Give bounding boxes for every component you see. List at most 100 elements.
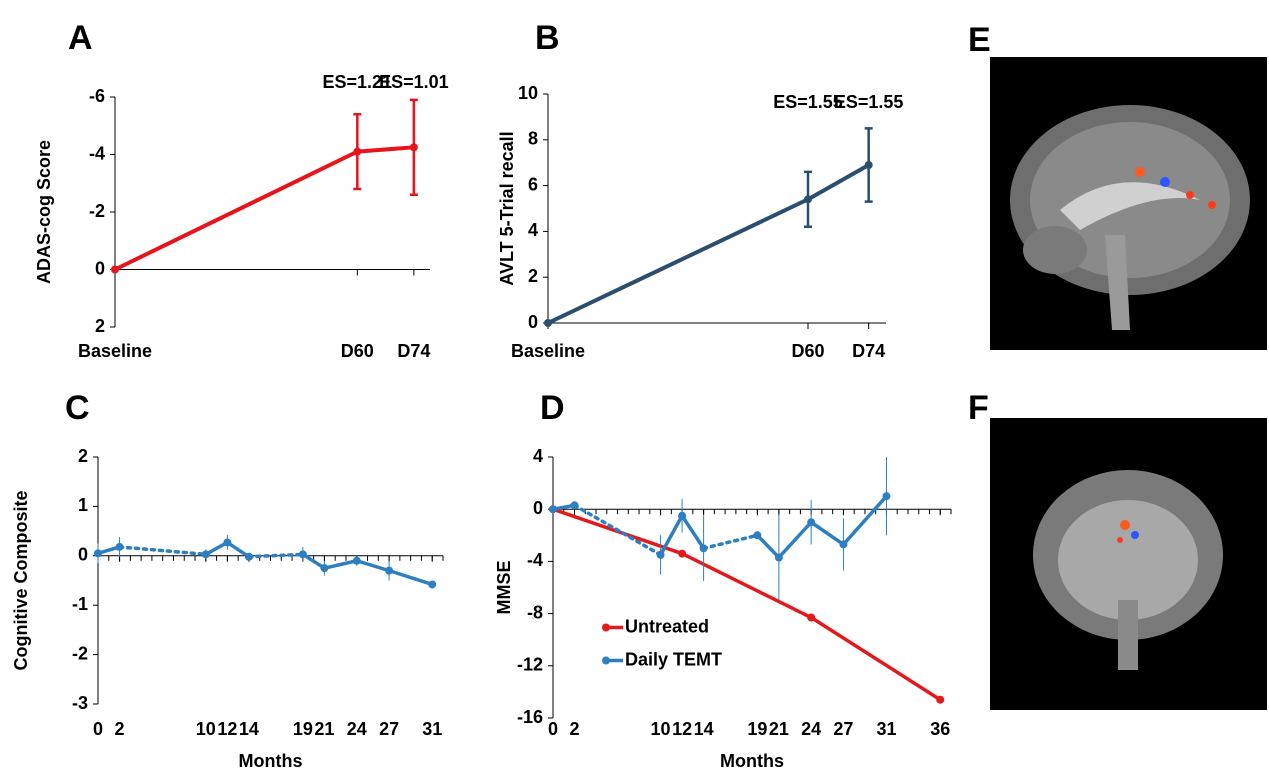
y-axis-label: AVLT 5-Trial recall <box>497 131 517 285</box>
line-segment <box>388 568 433 587</box>
x-tick-label: 27 <box>379 719 399 739</box>
y-tick-label: 2 <box>528 266 538 286</box>
y-tick-label: 0 <box>528 312 538 332</box>
data-point <box>94 549 102 558</box>
x-tick-label: 10 <box>651 719 671 739</box>
line-segment <box>810 616 942 702</box>
data-point <box>544 319 552 327</box>
y-axis-label: MMSE <box>494 561 514 615</box>
annotation: ES=1.55 <box>834 92 904 112</box>
line-segment <box>324 559 358 570</box>
x-tick-label: 0 <box>548 719 558 739</box>
y-tick-label: -4 <box>527 550 543 570</box>
x-tick-label: D74 <box>852 341 885 361</box>
line-segment <box>842 494 888 546</box>
y-tick-label: -1 <box>72 594 88 614</box>
y-tick-label: -3 <box>72 693 88 713</box>
y-tick-label: -4 <box>89 143 105 163</box>
annotation: ES=1.21 <box>323 72 393 92</box>
panel-letter: C <box>65 389 90 427</box>
x-tick-label: 21 <box>314 719 334 739</box>
x-tick-label: 36 <box>930 719 950 739</box>
x-axis-label: Months <box>239 751 303 771</box>
line-segment <box>204 540 229 556</box>
data-point <box>201 550 210 559</box>
y-tick-label: 2 <box>95 316 105 336</box>
brain-coronal <box>990 418 1267 710</box>
line-segment <box>226 541 250 559</box>
data-point <box>807 518 816 527</box>
x-tick-label: 12 <box>217 719 237 739</box>
line-segment <box>114 149 359 272</box>
annotation: ES=1.55 <box>773 92 843 112</box>
line-segment <box>547 197 809 325</box>
y-tick-label: 0 <box>78 545 88 565</box>
data-point <box>936 695 945 704</box>
y-tick-label: -2 <box>89 201 105 221</box>
legend-label: Daily TEMT <box>625 649 722 669</box>
line-segment <box>681 552 812 620</box>
annotation: ES=1.01 <box>379 72 449 92</box>
line-segment <box>659 514 684 556</box>
data-point <box>223 538 232 547</box>
legend-marker <box>602 623 610 632</box>
x-tick-label: D60 <box>791 341 824 361</box>
y-tick-label: 4 <box>528 220 538 240</box>
line-segment <box>357 145 414 154</box>
y-axis-label: ADAS-cog Score <box>34 140 54 284</box>
line-segment <box>572 503 663 557</box>
x-tick-label: 31 <box>422 719 442 739</box>
y-tick-label: 1 <box>78 495 88 515</box>
data-point <box>115 542 124 551</box>
x-tick-label: 24 <box>801 719 821 739</box>
panel-letter: E <box>968 21 991 59</box>
line-segment <box>117 545 208 557</box>
data-point <box>839 540 848 549</box>
line-segment <box>356 559 390 573</box>
x-tick-label: 12 <box>672 719 692 739</box>
data-point <box>428 580 437 589</box>
x-tick-label: 10 <box>196 719 216 739</box>
data-point <box>385 566 394 575</box>
x-tick-label: 31 <box>876 719 896 739</box>
y-tick-label: 6 <box>528 174 538 194</box>
y-tick-label: -16 <box>517 707 543 727</box>
x-tick-label: 19 <box>293 719 313 739</box>
data-point <box>549 505 557 514</box>
data-point <box>807 613 816 622</box>
legend-marker <box>602 656 610 665</box>
data-point <box>244 552 253 561</box>
x-tick-label: 14 <box>694 719 714 739</box>
panel-letter: D <box>540 389 565 427</box>
y-tick-label: -6 <box>89 86 105 106</box>
y-tick-label: 4 <box>533 446 543 466</box>
data-point <box>753 531 762 540</box>
x-axis-label: Months <box>720 751 784 771</box>
data-point <box>678 549 687 558</box>
data-point <box>353 147 362 156</box>
x-tick-label: 2 <box>570 719 580 739</box>
panel-letter: A <box>68 19 93 57</box>
x-tick-label: D60 <box>341 341 374 361</box>
line-segment <box>701 533 760 551</box>
x-tick-label: 2 <box>115 719 125 739</box>
panel-letter: B <box>535 19 560 57</box>
x-tick-label: 24 <box>347 719 367 739</box>
x-tick-label: D74 <box>397 341 430 361</box>
line-segment <box>680 514 706 550</box>
x-tick-label: 27 <box>833 719 853 739</box>
line-segment <box>777 521 813 559</box>
line-segment <box>247 552 305 559</box>
data-point <box>320 564 329 573</box>
data-point <box>774 553 783 562</box>
x-tick-label: 21 <box>769 719 789 739</box>
x-tick-label: 14 <box>239 719 259 739</box>
line-segment <box>810 520 845 546</box>
x-tick-label: 0 <box>93 719 103 739</box>
data-point <box>678 511 687 520</box>
data-point <box>570 501 579 510</box>
legend-label: Untreated <box>625 616 709 636</box>
data-point <box>699 544 708 553</box>
x-tick-label: Baseline <box>78 341 152 361</box>
data-point <box>409 143 418 152</box>
